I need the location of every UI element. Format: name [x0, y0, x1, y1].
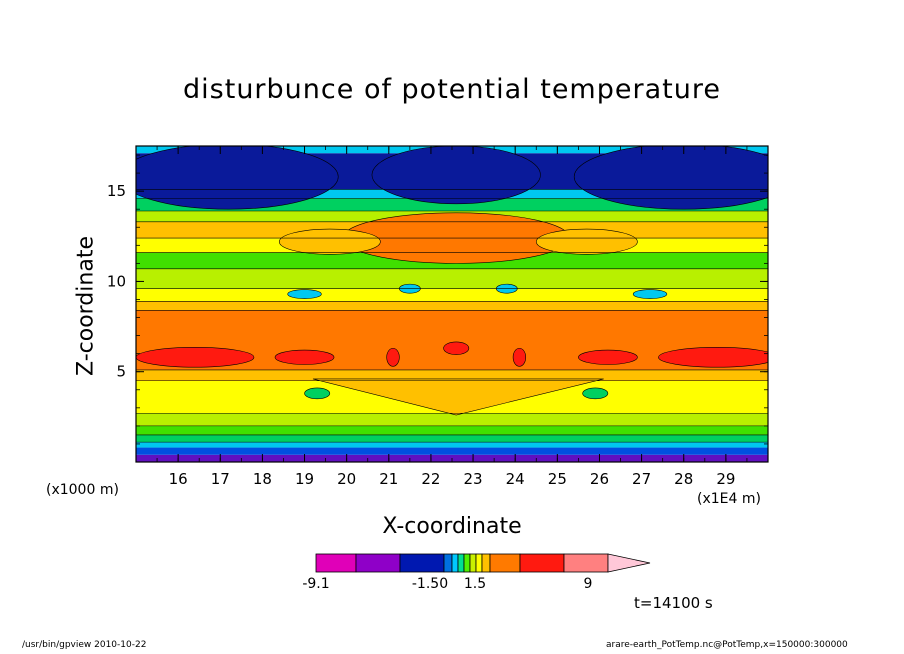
colorbar-segment — [463, 553, 471, 573]
contour-blob — [304, 387, 331, 400]
x-tick-label: 25 — [548, 470, 567, 488]
x-unit-left: (x1000 m) — [46, 482, 119, 498]
contour-band — [136, 301, 768, 311]
colorbar-segment — [355, 553, 401, 573]
contour-blob — [136, 347, 255, 368]
x-tick-label: 28 — [674, 470, 693, 488]
colorbar-segment — [481, 553, 491, 573]
contour-blob — [512, 347, 527, 367]
contour-blob — [278, 228, 381, 255]
contour-band — [136, 369, 768, 381]
x-tick-label: 18 — [253, 470, 272, 488]
footer-file: arare-earth_PotTemp.nc@PotTemp,x=150000:… — [606, 640, 848, 650]
colorbar-label: 9 — [584, 576, 593, 592]
footer-program: /usr/bin/gpview 2010-10-22 — [22, 640, 147, 650]
x-axis-label: X-coordinate — [382, 514, 522, 539]
contour-blob — [658, 347, 768, 368]
contour-blob — [287, 289, 322, 299]
chart-title: disturbunce of potential temperature — [183, 74, 721, 105]
colorbar-segment — [469, 553, 477, 573]
y-tick-label: 15 — [107, 182, 126, 200]
colorbar-segment — [489, 553, 521, 573]
y-tick-label: 5 — [116, 363, 126, 381]
colorbar-segment — [519, 553, 565, 573]
x-tick-label: 17 — [211, 470, 230, 488]
contour-blob — [578, 349, 638, 365]
contour-band — [136, 425, 768, 435]
x-unit-right: (x1E4 m) — [697, 491, 761, 507]
colorbar-segment — [315, 553, 357, 573]
contour-band — [136, 288, 768, 302]
contour-wedge — [312, 378, 604, 416]
axes: 16 17 18 19 20 21 22 23 24 25 26 27 28 29 5 10 15 — [107, 145, 769, 488]
x-tick-label: 19 — [295, 470, 314, 488]
contour-blob — [386, 347, 400, 367]
colorbar-segment — [457, 553, 465, 573]
x-tick-label: 23 — [464, 470, 483, 488]
time-annotation: t=14100 s — [634, 594, 713, 612]
contour-band — [136, 268, 768, 289]
colorbar-arrow — [607, 553, 651, 573]
contour-blob — [582, 387, 609, 400]
x-tick-label: 26 — [590, 470, 609, 488]
x-tick-label: 27 — [632, 470, 651, 488]
contour-blob — [371, 146, 541, 205]
contour-band — [136, 434, 768, 443]
colorbar-segment — [563, 553, 609, 573]
colorbar-label: -9.1 — [302, 576, 329, 592]
contour-band — [136, 413, 768, 426]
contour-blob — [274, 349, 335, 365]
colorbar-label: -1.50 — [412, 576, 448, 592]
x-tick-label: 29 — [716, 470, 735, 488]
colorbar-segment — [451, 553, 459, 573]
x-tick-label: 21 — [379, 470, 398, 488]
contour-blob — [632, 289, 668, 299]
contour-band — [136, 442, 768, 448]
x-tick-label: 16 — [169, 470, 188, 488]
y-tick-label: 10 — [107, 272, 126, 290]
x-tick-label: 20 — [337, 470, 356, 488]
colorbar-segment — [399, 553, 445, 573]
colorbar-segment — [475, 553, 483, 573]
colorbar-label: 1.5 — [464, 576, 486, 592]
x-tick-label: 22 — [421, 470, 440, 488]
contour-blob — [573, 146, 768, 210]
colorbar-segment — [443, 553, 453, 573]
contour-field — [136, 146, 768, 462]
contour-blob — [443, 341, 470, 355]
colorbar: -9.1 -1.50 1.5 9 — [302, 553, 651, 592]
x-tick-label: 24 — [506, 470, 525, 488]
contour-blob — [136, 146, 339, 210]
contour-band — [136, 447, 768, 455]
contour-blob — [535, 228, 638, 255]
